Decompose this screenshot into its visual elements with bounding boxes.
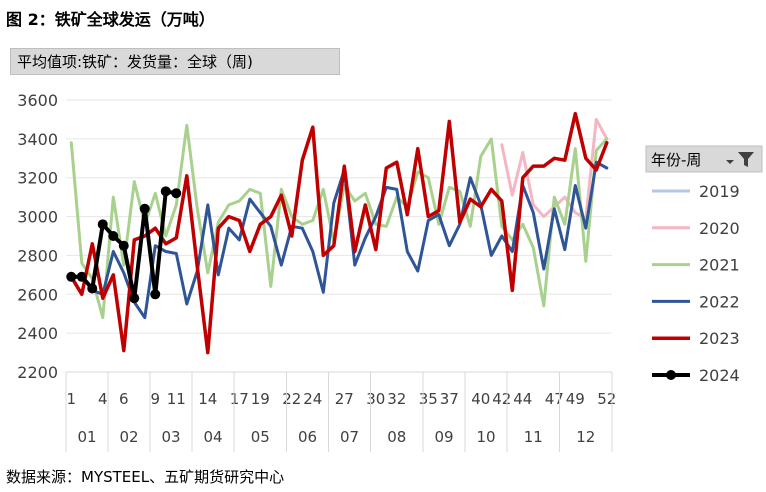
month-label: 10 [476,428,495,446]
x-tick-label: 19 [251,390,270,408]
legend-label-2022[interactable]: 2022 [699,292,740,311]
data-point-2024 [108,231,119,241]
y-axis: 2200 2400 2600 2800 3000 3200 3400 3600 [17,91,58,382]
y-tick-label: 2200 [17,363,58,382]
y-tick-label: 3600 [17,91,58,110]
source-note: 数据来源：MYSTEEL、五矿期货研究中心 [6,468,285,486]
series-lines [66,111,609,355]
x-tick-label: 1 [66,390,76,408]
y-tick-label: 2400 [17,324,58,343]
x-tick-label: 35 [419,390,438,408]
month-label: 05 [251,428,270,446]
pivot-field-button[interactable]: 平均值项:铁矿：发货量：全球（周) [10,48,340,75]
x-tick-label: 4 [98,390,108,408]
legend-label-2019[interactable]: 2019 [699,182,740,201]
month-label: 12 [576,428,595,446]
filter-icon[interactable] [726,150,758,169]
x-tick-label: 14 [198,390,217,408]
x-tick-label: 49 [566,390,585,408]
data-point-2024 [150,289,161,300]
x-tick-label: 32 [387,390,406,408]
data-point-2024 [97,219,108,230]
legend-label-2020[interactable]: 2020 [699,219,740,238]
legend: 年份-周 2019 2020 2021 2022 2023 2024 [645,145,763,385]
y-tick-label: 3200 [17,169,58,188]
data-point-2024 [76,271,87,282]
legend-label-2021[interactable]: 2021 [699,256,740,275]
x-tick-label: 44 [513,390,532,408]
legend-label-2024[interactable]: 2024 [699,366,740,385]
x-tick-label: 27 [335,390,354,408]
data-point-2024 [160,186,171,197]
x-tick-label: 42 [492,390,511,408]
x-tick-label: 30 [366,390,385,408]
x-axis: 1 4 6 9 11 14 17 19 22 24 27 30 32 35 37 40 42 44 47 49 5201… [65,371,616,452]
data-point-2024 [171,188,182,199]
data-point-2024 [129,293,140,304]
x-tick-label: 47 [545,390,564,408]
month-label: 01 [77,428,96,446]
month-label: 08 [387,428,406,446]
legend-marker-2024 [666,370,676,380]
month-label: 02 [119,428,138,446]
legend-title: 年份-周 [651,151,701,169]
y-tick-label: 3400 [17,130,58,149]
y-tick-label: 2600 [17,285,58,304]
data-point-2024 [139,203,150,214]
month-label: 06 [298,428,317,446]
x-tick-label: 9 [150,390,160,408]
data-point-2024 [87,283,98,294]
y-tick-label: 3000 [17,208,58,227]
x-tick-label: 11 [167,390,186,408]
month-label: 07 [340,428,359,446]
x-tick-label: 6 [119,390,129,408]
x-tick-label: 22 [282,390,301,408]
series-line-2021 [69,123,609,320]
month-label: 04 [203,428,222,446]
x-tick-label: 40 [471,390,490,408]
x-tick-label: 17 [230,390,249,408]
data-point-2024 [118,240,129,251]
month-label: 03 [161,428,180,446]
month-label: 09 [434,428,453,446]
x-tick-label: 37 [440,390,459,408]
x-tick-label: 52 [597,390,616,408]
legend-label-2023[interactable]: 2023 [699,329,740,348]
x-tick-label: 24 [303,390,322,408]
figure-title: 图 2：铁矿全球发运（万吨） [6,10,215,29]
y-tick-label: 2800 [17,246,58,265]
month-label: 11 [524,428,543,446]
data-point-2024 [66,271,77,282]
